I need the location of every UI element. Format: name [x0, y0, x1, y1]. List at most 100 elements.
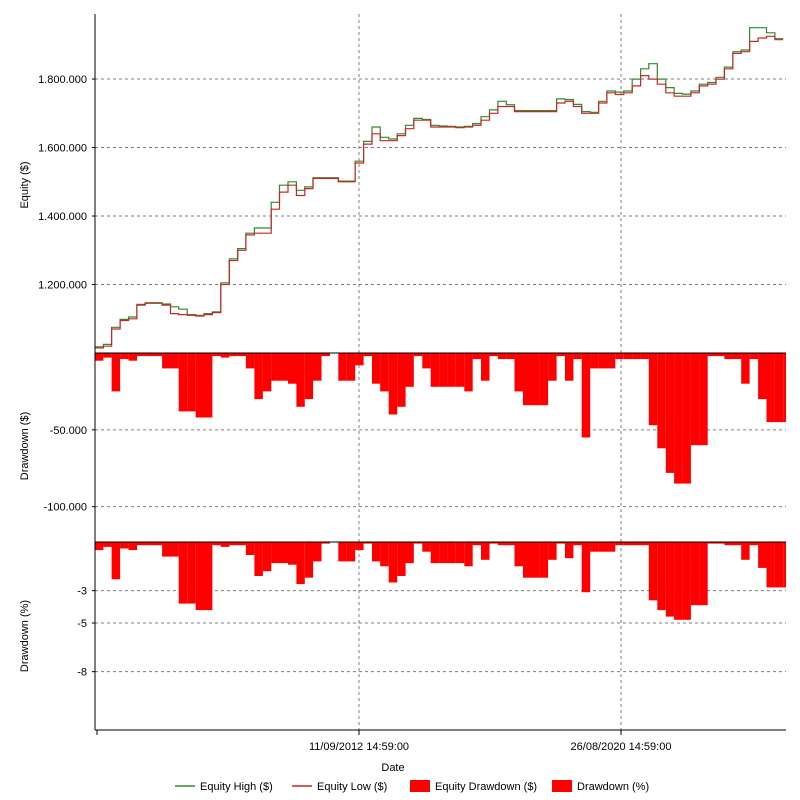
drawdown-usd-bar	[665, 353, 675, 473]
y-tick-label: 1.200.000	[38, 280, 87, 292]
drawdown-pct-bar	[464, 542, 473, 567]
drawdown-pct-bar	[640, 542, 649, 546]
drawdown-usd-bar	[103, 353, 112, 358]
drawdown-usd-bar	[623, 353, 633, 360]
drawdown-usd-bar	[422, 353, 431, 369]
x-tick-label-2: 26/08/2020 14:59:00	[571, 741, 672, 753]
equity-axis-label: Equity ($)	[19, 161, 31, 208]
drawdown-usd-bar	[145, 353, 154, 357]
drawdown-pct-bar	[380, 542, 389, 567]
drawdown-usd-bar	[162, 353, 171, 369]
drawdown-usd-bar	[573, 353, 582, 360]
legend-label-2: Equity Low ($)	[317, 781, 387, 793]
drawdown-pct-bar	[120, 542, 129, 549]
drawdown-usd-bar	[204, 353, 213, 418]
drawdown-pct-bar	[674, 542, 683, 620]
drawdown-usd-bar	[229, 353, 238, 357]
legend-label-3: Equity Drawdown ($)	[435, 781, 537, 793]
drawdown-usd-bar	[346, 353, 356, 381]
drawdown-usd-bar	[707, 353, 716, 357]
drawdown-usd-bar	[749, 353, 759, 360]
drawdown-usd-bar	[455, 353, 465, 387]
drawdown-pct-bar	[732, 542, 742, 546]
drawdown-pct-bar	[355, 542, 364, 551]
drawdown-usd-bar	[506, 353, 515, 360]
y-tick-label: -8	[77, 667, 87, 679]
drawdown-pct-bar	[506, 542, 515, 546]
drawdown-usd-bar	[254, 353, 263, 400]
drawdown-pct-bar	[556, 542, 566, 544]
drawdown-usd-bar	[296, 353, 305, 407]
drawdown-pct-bar	[430, 542, 440, 564]
drawdown-usd-axis-label: Drawdown ($)	[19, 412, 31, 480]
drawdown-usd-bar	[372, 353, 381, 384]
drawdown-usd-bar	[606, 353, 616, 369]
drawdown-usd-bar	[245, 353, 255, 369]
drawdown-pct-bar	[447, 542, 456, 564]
drawdown-pct-bar	[304, 542, 314, 578]
drawdown-pct-bar	[413, 542, 423, 544]
drawdown-usd-bar	[212, 353, 221, 357]
drawdown-pct-bar	[262, 542, 272, 572]
drawdown-usd-bar	[783, 353, 786, 423]
drawdown-usd-bar	[271, 353, 280, 381]
drawdown-pct-bar	[162, 542, 171, 557]
x-tick-label-1: 11/09/2012 14:59:00	[309, 741, 409, 753]
drawdown-usd-bar	[758, 353, 767, 400]
drawdown-usd-bar	[447, 353, 456, 387]
drawdown-usd-bar	[262, 353, 272, 392]
drawdown-pct-bar	[363, 542, 372, 544]
drawdown-usd-bar	[539, 353, 549, 406]
drawdown-pct-bar	[388, 542, 398, 583]
drawdown-usd-bar	[195, 353, 205, 418]
drawdown-pct-bar	[204, 542, 213, 611]
drawdown-usd-bar	[363, 353, 372, 357]
drawdown-usd-bar	[724, 353, 733, 360]
drawdown-pct-bar	[590, 542, 599, 552]
drawdown-usd-bar	[523, 353, 532, 406]
drawdown-usd-bar	[153, 353, 163, 357]
drawdown-pct-bar	[229, 542, 238, 546]
drawdown-usd-bar	[338, 353, 347, 381]
drawdown-usd-bar	[481, 353, 490, 381]
drawdown-pct-bar	[187, 542, 196, 604]
drawdown-usd-bar	[640, 353, 649, 360]
drawdown-pct-bar	[598, 542, 607, 552]
drawdown-usd-bar	[497, 353, 507, 360]
drawdown-pct-bar	[690, 542, 700, 606]
drawdown-pct-bar	[178, 542, 188, 604]
drawdown-pct-bar	[245, 542, 255, 555]
drawdown-usd-bar	[304, 353, 314, 400]
drawdown-usd-bar	[682, 353, 691, 484]
y-tick-label: 1.600.000	[38, 143, 87, 155]
drawdown-pct-bar	[548, 542, 557, 560]
drawdown-usd-bar	[136, 353, 146, 357]
drawdown-pct-bar	[539, 542, 549, 578]
drawdown-pct-bar	[338, 542, 347, 562]
drawdown-pct-bar	[648, 542, 658, 601]
drawdown-pct-bar	[514, 542, 523, 567]
drawdown-pct-bar	[699, 542, 708, 606]
drawdown-usd-bar	[288, 353, 297, 384]
y-tick-label: 1.800.000	[38, 74, 87, 86]
drawdown-pct-bar	[472, 542, 481, 546]
drawdown-pct-bar	[95, 542, 104, 551]
drawdown-usd-bar	[674, 353, 683, 484]
drawdown-pct-bar	[707, 542, 716, 544]
drawdown-usd-bar	[590, 353, 599, 369]
drawdown-pct-bar	[724, 542, 733, 546]
drawdown-pct-bar	[346, 542, 356, 562]
drawdown-pct-bar	[481, 542, 490, 560]
drawdown-usd-panel: -50.000 -100.000	[44, 352, 786, 542]
drawdown-pct-bar	[145, 542, 154, 546]
chart-legend: Equity High ($) Equity Low ($) Equity Draw…	[175, 780, 649, 793]
drawdown-pct-bar	[623, 542, 633, 546]
drawdown-pct-bar	[153, 542, 163, 546]
drawdown-pct-bar	[783, 542, 786, 588]
drawdown-pct-bar	[682, 542, 691, 620]
drawdown-usd-bar	[598, 353, 607, 369]
drawdown-usd-bar	[489, 353, 498, 357]
drawdown-pct-bar	[170, 542, 179, 557]
drawdown-pct-panel: -3 -5 -8	[77, 541, 786, 730]
